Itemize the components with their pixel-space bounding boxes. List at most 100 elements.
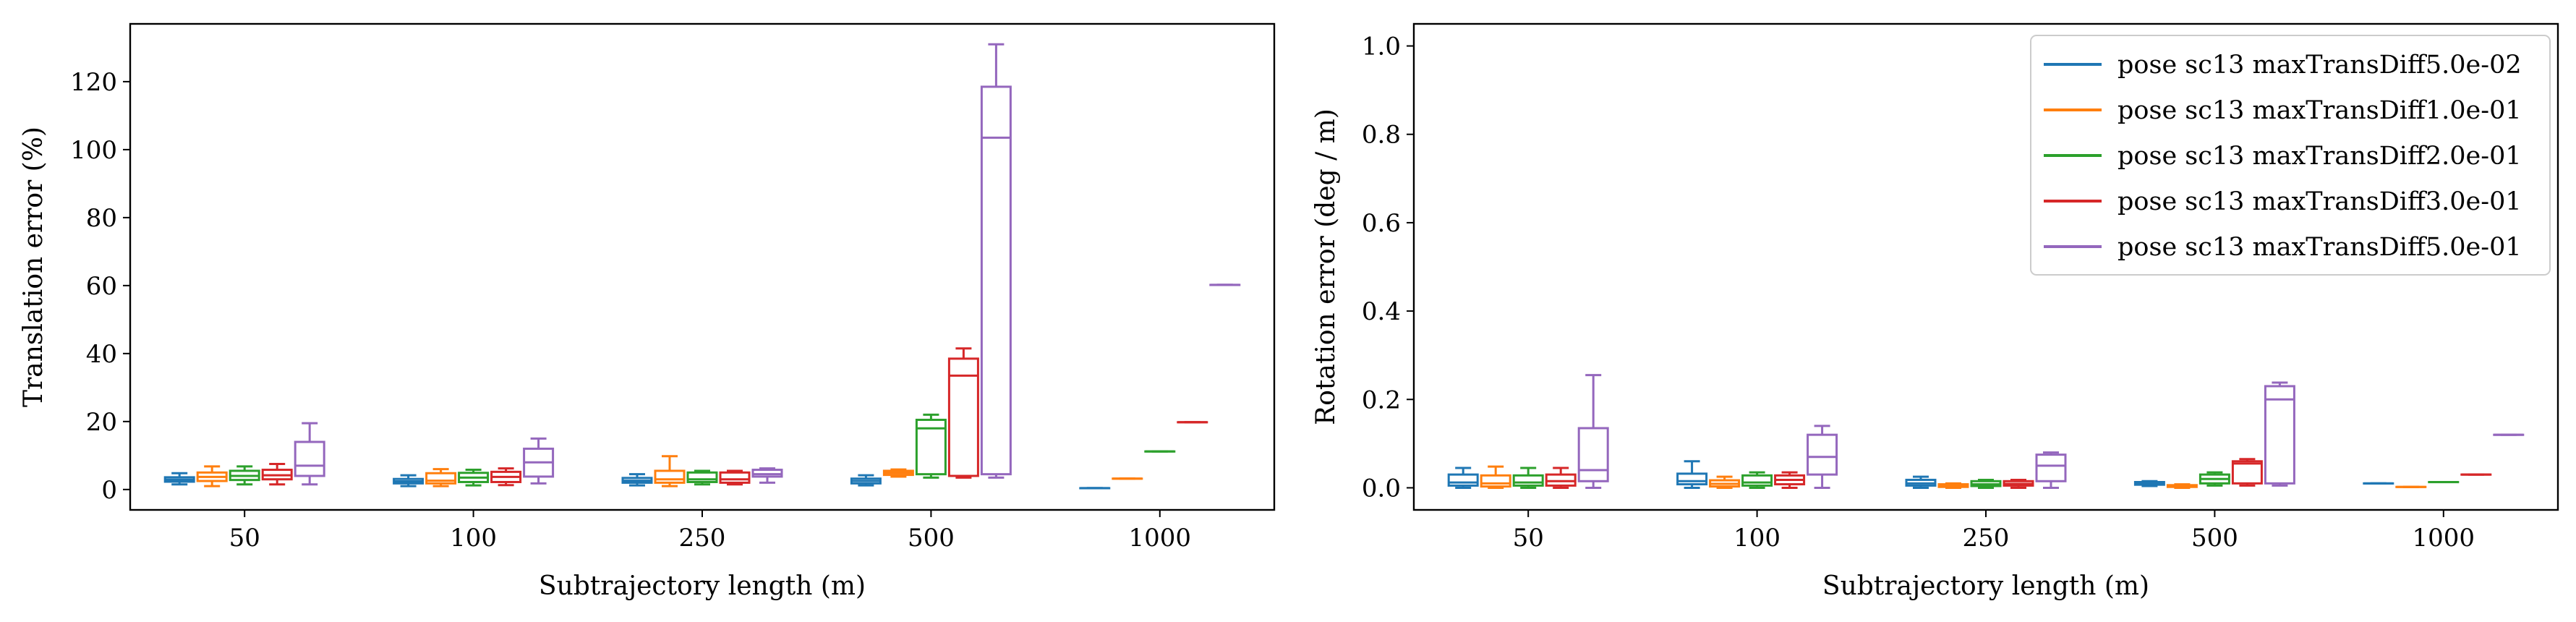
box-50-series-5 [1577, 374, 1609, 489]
box-250-series-4 [719, 469, 751, 486]
y-tick-label: 20 [86, 408, 117, 437]
rotation-x-axis-label: Subtrajectory length (m) [1822, 571, 2149, 601]
box-100-series-2 [425, 468, 457, 487]
box-250-series-1 [621, 473, 653, 487]
rotation-y-ticks: 0.0 0.2 0.4 0.6 0.8 1.0 [1362, 33, 1414, 503]
box-50-series-2 [1480, 465, 1511, 489]
y-tick-label: 0.6 [1362, 209, 1401, 238]
box-body [2264, 385, 2295, 485]
box-body [719, 471, 751, 484]
box-body [294, 440, 325, 477]
translation-y-axis-label: Translation error (%) [19, 127, 48, 407]
x-tick-label: 250 [1963, 524, 2010, 553]
box-500-series-5 [2264, 381, 2295, 487]
box-body [1480, 474, 1511, 488]
translation-box-marks [163, 43, 1241, 490]
x-tick-label: 500 [908, 524, 955, 553]
box-500-series-5 [980, 43, 1012, 479]
translation-y-ticks: 0 20 40 60 80 100 120 [70, 68, 130, 505]
box-100-series-5 [1807, 425, 1838, 489]
box-250-series-1 [1905, 475, 1937, 489]
box-500-series-4 [2231, 458, 2263, 487]
box-body [1447, 473, 1479, 487]
y-tick-label: 0 [101, 476, 117, 505]
box-250-series-5 [2035, 451, 2067, 489]
y-tick-label: 100 [70, 136, 117, 165]
box-body [947, 357, 979, 477]
y-tick-label: 80 [86, 204, 117, 233]
x-tick-label: 50 [229, 524, 260, 553]
box-50-series-5 [294, 422, 325, 486]
legend-label: pose sc13 maxTransDiff5.0e-02 [2117, 51, 2522, 80]
box-100-series-4 [490, 467, 522, 487]
box-body [425, 472, 457, 485]
box-250-series-4 [2003, 478, 2034, 489]
translation-x-axis-label: Subtrajectory length (m) [539, 571, 866, 601]
box-100-series-5 [523, 437, 555, 485]
rotation-y-axis-label: Rotation error (deg / m) [1311, 108, 1341, 425]
translation-x-ticks: 50 100 250 500 1000 [229, 510, 1191, 553]
y-tick-label: 0.0 [1362, 474, 1401, 503]
y-tick-label: 1.0 [1362, 33, 1401, 61]
box-500-series-1 [2133, 480, 2165, 487]
legend: pose sc13 maxTransDiff5.0e-02 pose sc13 m… [2030, 35, 2551, 276]
box-100-series-1 [393, 474, 425, 487]
x-tick-label: 1000 [1129, 524, 1192, 553]
box-50-series-1 [163, 472, 195, 486]
translation-error-plot: 50 100 250 500 1000 0 20 40 60 80 100 120 Subtraje… [19, 22, 1276, 601]
box-250-series-3 [686, 469, 718, 486]
x-tick-label: 250 [679, 524, 726, 553]
x-tick-label: 1000 [2413, 524, 2475, 553]
box-body [980, 85, 1012, 476]
box-body [1741, 474, 1773, 487]
y-tick-label: 0.4 [1362, 297, 1401, 326]
box-body [654, 469, 686, 484]
box-50-series-4 [261, 463, 293, 486]
legend-label: pose sc13 maxTransDiff5.0e-01 [2117, 233, 2522, 262]
y-tick-label: 0.2 [1362, 385, 1401, 414]
box-500-series-3 [915, 413, 947, 479]
y-tick-label: 40 [86, 340, 117, 369]
box-body [1676, 472, 1708, 486]
x-tick-label: 50 [1513, 524, 1544, 553]
y-tick-label: 60 [86, 272, 117, 301]
box-body [2231, 460, 2263, 485]
box-body [915, 418, 947, 476]
box-250-series-2 [654, 455, 686, 487]
box-50-series-3 [1512, 466, 1544, 489]
legend-frame [2030, 35, 2551, 276]
box-body [1545, 473, 1577, 487]
box-body [1512, 474, 1544, 487]
box-500-series-4 [947, 347, 979, 479]
y-tick-label: 120 [70, 68, 117, 97]
box-100-series-2 [1709, 475, 1741, 489]
x-tick-label: 100 [1733, 524, 1780, 553]
box-body [1577, 427, 1609, 482]
box-100-series-3 [1741, 471, 1773, 489]
box-50-series-3 [229, 465, 260, 486]
box-250-series-5 [751, 467, 783, 484]
legend-label: pose sc13 maxTransDiff1.0e-01 [2117, 96, 2522, 125]
legend-label: pose sc13 maxTransDiff2.0e-01 [2117, 142, 2522, 171]
box-body [2035, 453, 2067, 482]
box-500-series-3 [2198, 471, 2230, 487]
box-50-series-2 [196, 465, 228, 487]
box-250-series-2 [1937, 482, 1969, 489]
x-tick-label: 100 [450, 524, 497, 553]
box-50-series-1 [1447, 466, 1479, 489]
rotation-error-plot: 50 100 250 500 1000 0.0 0.2 0.4 0.6 0.8 1.0 Subtr… [1311, 22, 2559, 601]
x-tick-label: 500 [2191, 524, 2238, 553]
legend-label: pose sc13 maxTransDiff3.0e-01 [2117, 187, 2522, 216]
box-250-series-3 [1970, 478, 2002, 489]
rotation-box-marks [1447, 374, 2525, 489]
box-500-series-2 [2166, 483, 2198, 489]
rotation-x-ticks: 50 100 250 500 1000 [1513, 510, 2475, 553]
y-tick-label: 0.8 [1362, 121, 1401, 150]
box-500-series-2 [882, 468, 914, 478]
box-100-series-1 [1676, 460, 1708, 489]
box-100-series-4 [1774, 471, 1806, 489]
box-body [1807, 433, 1838, 476]
box-100-series-3 [458, 469, 490, 487]
box-500-series-1 [850, 474, 882, 487]
